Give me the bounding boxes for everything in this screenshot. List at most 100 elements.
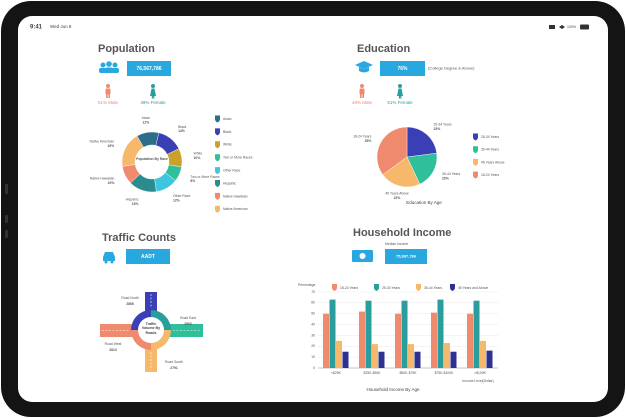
aadt-button[interactable] xyxy=(126,249,170,264)
car-icon xyxy=(103,252,115,264)
education-note: (College Degree & Above) xyxy=(428,66,475,71)
slice-label: White xyxy=(194,152,203,156)
slice-label: Native American xyxy=(89,139,114,143)
bar xyxy=(401,300,408,368)
slice-value: 12% xyxy=(173,198,180,202)
bar xyxy=(450,351,457,368)
bar xyxy=(365,300,372,368)
slice-label: Other Race xyxy=(173,194,190,198)
legend-label: 45 Years and Above xyxy=(458,286,488,290)
median-value: 75,987,786 xyxy=(396,254,417,259)
slice-label: Hispanic xyxy=(126,197,139,201)
slice-value: 20% xyxy=(442,176,449,180)
bar xyxy=(372,344,378,368)
slice-label: Two or More Races xyxy=(190,175,220,179)
bar xyxy=(473,300,480,368)
legend-label: 25-34 Years xyxy=(481,135,499,139)
slice-value: 10% xyxy=(194,156,201,160)
slice xyxy=(406,153,438,185)
legend-label: 35-44 Years xyxy=(481,148,499,152)
bar xyxy=(323,313,329,368)
side-button xyxy=(5,230,8,238)
legend-label: White xyxy=(223,143,232,147)
bar xyxy=(336,340,342,368)
section-title: Population xyxy=(98,43,155,55)
legend-icon xyxy=(416,284,421,291)
bar xyxy=(444,343,450,368)
legend-icon xyxy=(473,158,478,166)
slice-label: Asian xyxy=(142,116,151,120)
y-tick-label: 30 xyxy=(311,333,315,337)
bar xyxy=(359,311,365,368)
y-tick-label: 40 xyxy=(311,322,315,326)
male-share: 51% Male xyxy=(98,100,119,105)
road-count: 2903 xyxy=(184,322,192,326)
legend-icon xyxy=(215,128,220,136)
bar xyxy=(342,351,349,368)
slice-label: 45 Years Above xyxy=(385,191,409,195)
bar xyxy=(414,351,421,368)
slice xyxy=(382,156,421,188)
slice xyxy=(121,135,144,167)
legend-label: Other Race xyxy=(223,168,240,172)
legend-icon xyxy=(473,133,478,141)
x-tick-label: >$100K xyxy=(474,371,487,375)
legend-icon xyxy=(215,205,220,213)
bar xyxy=(480,340,486,368)
legend-icon xyxy=(450,284,455,291)
pie-caption: Education By Age xyxy=(406,200,442,205)
section-title: Household Income xyxy=(353,227,451,239)
slice-label: Native Hawaiian xyxy=(90,176,115,180)
legend-label: Black xyxy=(223,130,232,134)
road-count: 2866 xyxy=(126,302,134,306)
slice-value: 19% xyxy=(107,144,114,148)
road-name: Road East xyxy=(180,316,196,320)
slice-label: 18-24 Years xyxy=(353,135,371,139)
people-icon xyxy=(99,61,119,73)
total-box xyxy=(127,61,171,76)
legend-icon xyxy=(215,180,220,187)
female-icon xyxy=(397,84,403,99)
y-tick-label: 50 xyxy=(311,312,315,316)
y-tick-label: 0 xyxy=(313,366,315,370)
education-box xyxy=(380,61,425,76)
bar xyxy=(378,351,385,368)
section-title: Traffic Counts xyxy=(102,232,176,244)
legend-icon xyxy=(215,192,220,200)
time: 9:41 xyxy=(30,25,43,31)
roundabout-center xyxy=(138,317,164,343)
donut-center-label: Population By Race xyxy=(136,157,168,161)
slice-value: 10% xyxy=(108,181,115,185)
median-label: Median Income xyxy=(385,242,408,246)
slice-value: 15% xyxy=(132,202,139,206)
road-name: Road West xyxy=(105,342,122,346)
legend-label: 18-24 Years xyxy=(340,286,358,290)
slice-value: 8% xyxy=(190,179,195,183)
legend-icon xyxy=(473,146,478,154)
battery-icon xyxy=(580,24,589,30)
legend-label: 18-24 Years xyxy=(481,173,499,177)
male-icon xyxy=(105,84,111,98)
male-icon xyxy=(359,84,365,98)
status-icons xyxy=(549,24,589,30)
slice-label: 25-34 Years xyxy=(433,123,451,127)
y-axis-label: Percentage xyxy=(298,283,315,287)
side-button xyxy=(5,184,8,194)
slice-value: 35% xyxy=(365,139,372,143)
road-count: 2791 xyxy=(170,366,178,370)
female-share: 49% Female xyxy=(140,100,166,105)
legend-label: Hispanic xyxy=(223,181,236,185)
slice xyxy=(376,126,408,175)
legend-label: Native Hawaiian xyxy=(223,194,248,198)
graduation-icon xyxy=(355,61,373,73)
x-axis-label: Income Level(Dollar) xyxy=(462,379,493,383)
slice-value: 23% xyxy=(433,127,440,131)
median-box xyxy=(385,249,427,264)
y-tick-label: 20 xyxy=(311,344,315,348)
legend-label: Two or More Races xyxy=(223,156,253,160)
bar xyxy=(408,344,414,368)
legend-icon xyxy=(332,284,337,291)
section-title: Education xyxy=(357,43,410,55)
